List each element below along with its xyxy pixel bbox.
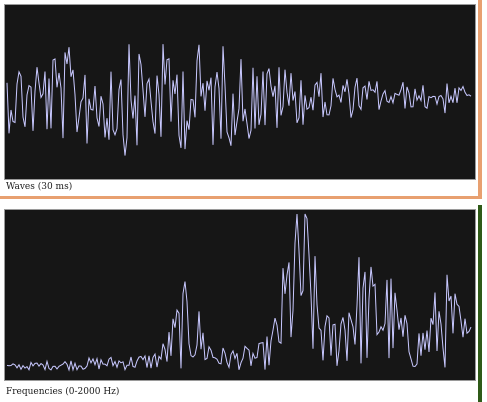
frequencies-caption: Frequencies (0-2000 Hz) [6,387,120,397]
waves-caption: Waves (30 ms) [6,182,73,192]
waves-plot [4,4,476,180]
waves-trace-canvas [6,44,472,156]
frequencies-trace [6,213,472,372]
frequencies-trace-canvas [6,213,472,372]
frequencies-plot [4,209,476,381]
frequencies-panel: Frequencies (0-2000 Hz) [0,205,482,402]
waves-trace [6,44,472,156]
waves-panel: Waves (30 ms) [0,0,482,199]
